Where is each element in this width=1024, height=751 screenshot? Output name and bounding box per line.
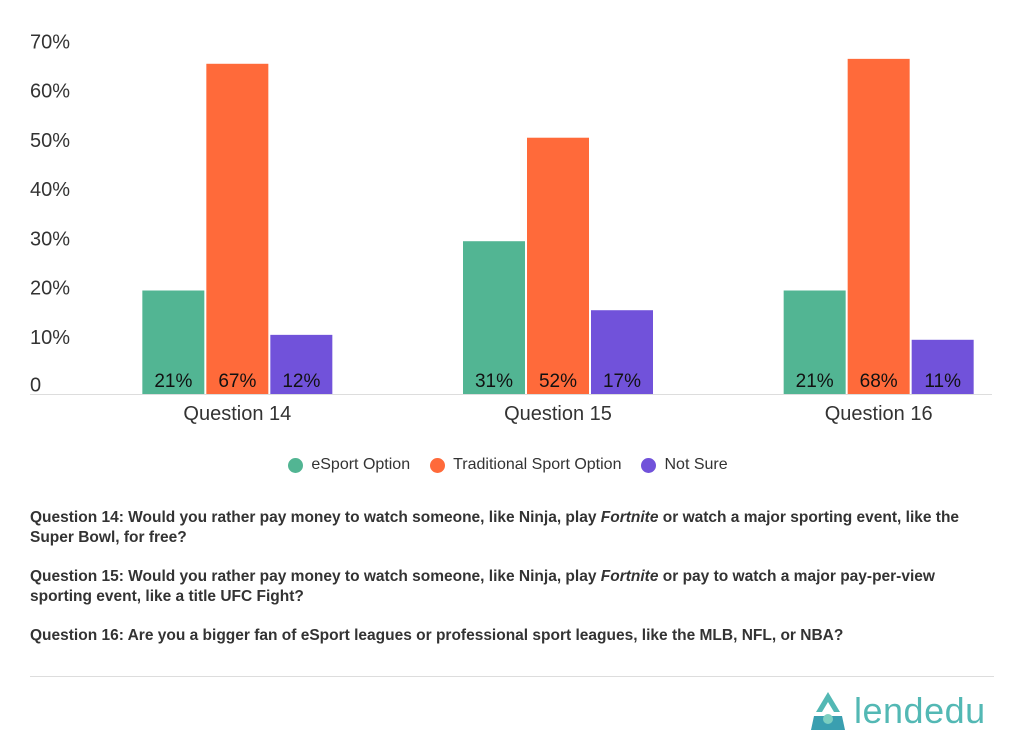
bar-data-label: 21% — [796, 371, 834, 392]
bar-data-label: 68% — [860, 371, 898, 392]
legend: eSport Option Traditional Sport Option N… — [0, 456, 1024, 474]
y-tick-label: 50% — [30, 130, 70, 152]
question-15-note: Question 15: Would you rather pay money … — [30, 567, 992, 607]
question-14-note: Question 14: Would you rather pay money … — [30, 508, 992, 548]
y-tick-label: 20% — [30, 278, 70, 300]
legend-marker-not-sure — [641, 457, 657, 473]
bar — [911, 339, 974, 394]
lendedu-logo-icon — [811, 692, 845, 730]
bar — [463, 241, 525, 394]
legend-item-not-sure: Not Sure — [641, 456, 728, 474]
legend-label-traditional: Traditional Sport Option — [453, 456, 622, 473]
question-16-note: Question 16: Are you a bigger fan of eSp… — [30, 626, 992, 646]
legend-item-esport: eSport Option — [288, 456, 410, 474]
x-category-label: Question 14 — [183, 403, 291, 425]
footer-divider — [30, 676, 994, 677]
question-14-suffix: or watch a major sporting event, like th… — [30, 509, 960, 546]
y-tick-label: 10% — [30, 327, 70, 349]
brand-name: lendedu — [854, 690, 986, 731]
question-15-suffix: or pay to watch a major pay-per-view spo… — [30, 568, 935, 605]
bar — [142, 290, 205, 394]
y-tick-label: 60% — [30, 81, 70, 103]
bar-data-label: 31% — [475, 371, 513, 392]
bar-data-label: 52% — [539, 371, 577, 392]
bar-data-label: 67% — [218, 371, 256, 392]
y-tick-label: 40% — [30, 179, 70, 201]
question-14-prefix: Question 14: Would you rather pay money … — [30, 509, 601, 526]
legend-marker-traditional — [430, 457, 446, 473]
brand-logo: lendedu — [808, 690, 986, 732]
bar — [206, 63, 269, 395]
bar — [591, 310, 653, 394]
bar-data-label: 12% — [282, 371, 320, 392]
legend-item-traditional: Traditional Sport Option — [430, 456, 621, 474]
bar-data-label: 17% — [603, 371, 641, 392]
bar — [270, 334, 333, 394]
legend-marker-esport — [288, 457, 304, 473]
legend-label-esport: eSport Option — [311, 456, 411, 473]
x-category-label: Question 16 — [825, 403, 933, 425]
question-15-italic: Fortnite — [600, 568, 659, 585]
bar — [527, 137, 589, 394]
y-tick-label: 70% — [30, 31, 70, 53]
bar — [783, 290, 846, 394]
x-category-label: Question 15 — [504, 403, 612, 425]
legend-label-not-sure: Not Sure — [664, 456, 728, 473]
y-tick-label: 30% — [30, 228, 70, 250]
y-tick-label: 0 — [30, 374, 41, 396]
bar — [847, 58, 910, 394]
question-notes: Question 14: Would you rather pay money … — [30, 508, 992, 665]
question-16-prefix: Question 16: Are you a bigger fan of eSp… — [30, 627, 844, 644]
question-14-italic: Fortnite — [600, 509, 659, 526]
question-15-prefix: Question 15: Would you rather pay money … — [30, 568, 601, 585]
bar-data-label: 11% — [924, 371, 961, 392]
bar-chart: 0 10% 20% 30% 40% 50% 60% 70% 21% 67% 12% Question … — [30, 31, 992, 425]
bar-data-label: 21% — [154, 371, 192, 392]
